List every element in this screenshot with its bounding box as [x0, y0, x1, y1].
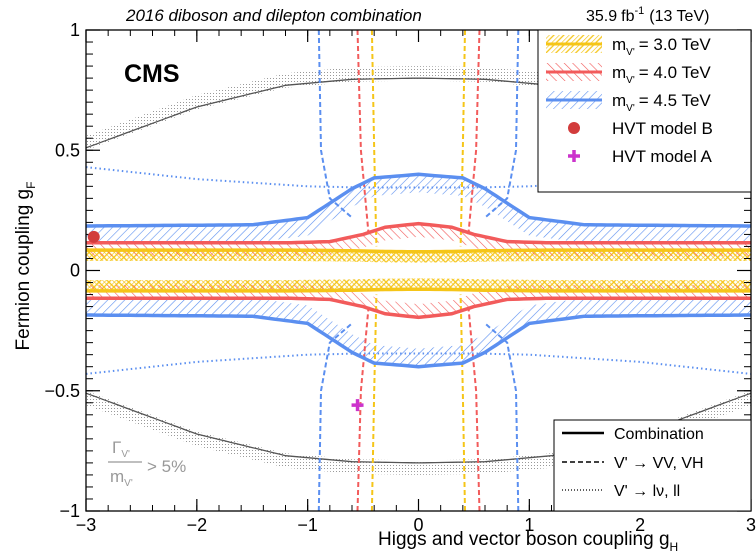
curve-vv-3-q3: [459, 294, 466, 511]
y-axis-label-text: Fermion coupling g: [13, 189, 34, 351]
point-hvt-model-b: [87, 230, 100, 243]
svg-text:mV': mV': [110, 467, 133, 489]
x-tick-label: 1: [524, 515, 534, 535]
header-right: 35.9 fb-1 (13 TeV): [586, 5, 709, 25]
y-tick-label: 1: [70, 20, 80, 40]
lumi-exp: -1: [634, 5, 644, 17]
legend-styles: Combination V' → VV, VH V' → lν, ll: [553, 419, 752, 512]
y-tick-label: 0: [70, 261, 80, 281]
energy-label: (13 TeV): [649, 8, 709, 25]
width-condition: > 5%: [147, 457, 186, 476]
legend-mass-3000-sub: V': [626, 47, 635, 58]
curve-lnu-4500-lower: [86, 352, 751, 375]
legend-mass-4000-value: = 4.0 TeV: [639, 63, 712, 82]
y-tick-label: −1: [59, 501, 80, 521]
y-tick-label: −0.5: [44, 381, 80, 401]
x-tick-label: 0: [413, 515, 423, 535]
legend-mass-3000-value: = 3.0 TeV: [639, 35, 712, 54]
curve-combination-2-upper: [86, 172, 751, 228]
curve-combination-0-lower: [86, 287, 751, 293]
width-gamma: Γ: [112, 438, 121, 457]
width-mass: m: [110, 467, 124, 486]
legend-mass-4500-sub: V': [626, 103, 635, 114]
curve-combination-0-upper: [86, 248, 751, 254]
band-4000-upper: [86, 223, 751, 257]
x-tick-label: −3: [76, 515, 97, 535]
header-left: 2016 diboson and dilepton combination: [125, 6, 422, 25]
legend-mass-3000-m: m: [612, 35, 626, 54]
legend-style-dotted-label: V' → lν, ll: [614, 483, 680, 500]
legend-model-b-label: HVT model B: [612, 119, 713, 138]
point-hvt-model-a: [351, 399, 364, 412]
curve-lnu-4500-upper: [86, 166, 751, 189]
width-note: ΓV' mV' > 5%: [108, 438, 186, 489]
legend-model-a-marker: [568, 150, 580, 162]
x-tick-label: 3: [746, 515, 756, 535]
x-tick-label: −1: [297, 515, 318, 535]
x-axis-label-text: Higgs and vector boson coupling g: [378, 529, 670, 550]
legend-model-b-marker: [568, 122, 580, 134]
curve-combination-2-lower: [86, 313, 751, 369]
curve-combination-1-upper: [86, 221, 751, 245]
legend-masses: mV' = 3.0 TeV mV' = 4.0 TeV mV' = 4.5 TeV H…: [537, 29, 752, 193]
legend-mass-4000-sub: V': [626, 75, 635, 86]
x-axis-label-sub: H: [670, 540, 679, 554]
curve-vv-3-q2: [370, 294, 378, 511]
band-4500-lower: [86, 297, 751, 367]
lumi-unit: fb: [621, 8, 634, 25]
curve-vv-4-q3: [467, 306, 481, 511]
curve-vv-5-q0: [317, 30, 353, 219]
x-axis-label: Higgs and vector boson coupling gH: [378, 529, 678, 554]
curve-vv-5-q1: [484, 30, 520, 219]
curve-combination-1-lower: [86, 296, 751, 320]
legend-mass-4500-value: = 4.5 TeV: [639, 91, 712, 110]
curve-vv-5-q2: [317, 322, 353, 511]
legend-style-solid-label: Combination: [614, 426, 704, 443]
svg-text:ΓV': ΓV': [112, 438, 130, 460]
cms-label: CMS: [124, 60, 180, 88]
curve-vv-5-q3: [484, 322, 520, 511]
curve-vv-3-q0: [370, 30, 378, 247]
model-points: [87, 230, 364, 412]
width-gamma-sub: V': [121, 449, 130, 460]
axis-ticks: −3 −2 −1 0 1 2 3 −1 −0.5 0 0.5 1: [44, 20, 756, 535]
y-axis-label-sub: F: [24, 182, 38, 189]
x-tick-label: −2: [187, 515, 208, 535]
x-tick-label: 2: [635, 515, 645, 535]
band-4000-lower: [86, 284, 751, 318]
y-axis-label: Fermion coupling gF: [13, 182, 38, 351]
curve-vv-4-q2: [356, 306, 370, 511]
band-4500-upper: [86, 174, 751, 244]
legend-mass-4500-m: m: [612, 91, 626, 110]
curve-vv-4-q1: [467, 30, 481, 235]
curve-vv-3-q1: [459, 30, 466, 247]
curve-vv-4-q0: [356, 30, 370, 235]
svg-text:mV'= 4.0 TeV: mV' = 4.0 TeV: [612, 63, 711, 86]
legend-model-a-label: HVT model A: [612, 147, 713, 166]
svg-text:mV'= 3.0 TeV: mV' = 3.0 TeV: [612, 35, 711, 58]
y-tick-label: 0.5: [55, 140, 80, 160]
lumi-value: 35.9: [586, 8, 617, 25]
legend-mass-4000-m: m: [612, 63, 626, 82]
width-mass-sub: V': [124, 478, 133, 489]
legend-style-dashed-label: V' → VV, VH: [614, 455, 704, 472]
svg-text:mV'= 4.5 TeV: mV' = 4.5 TeV: [612, 91, 711, 114]
